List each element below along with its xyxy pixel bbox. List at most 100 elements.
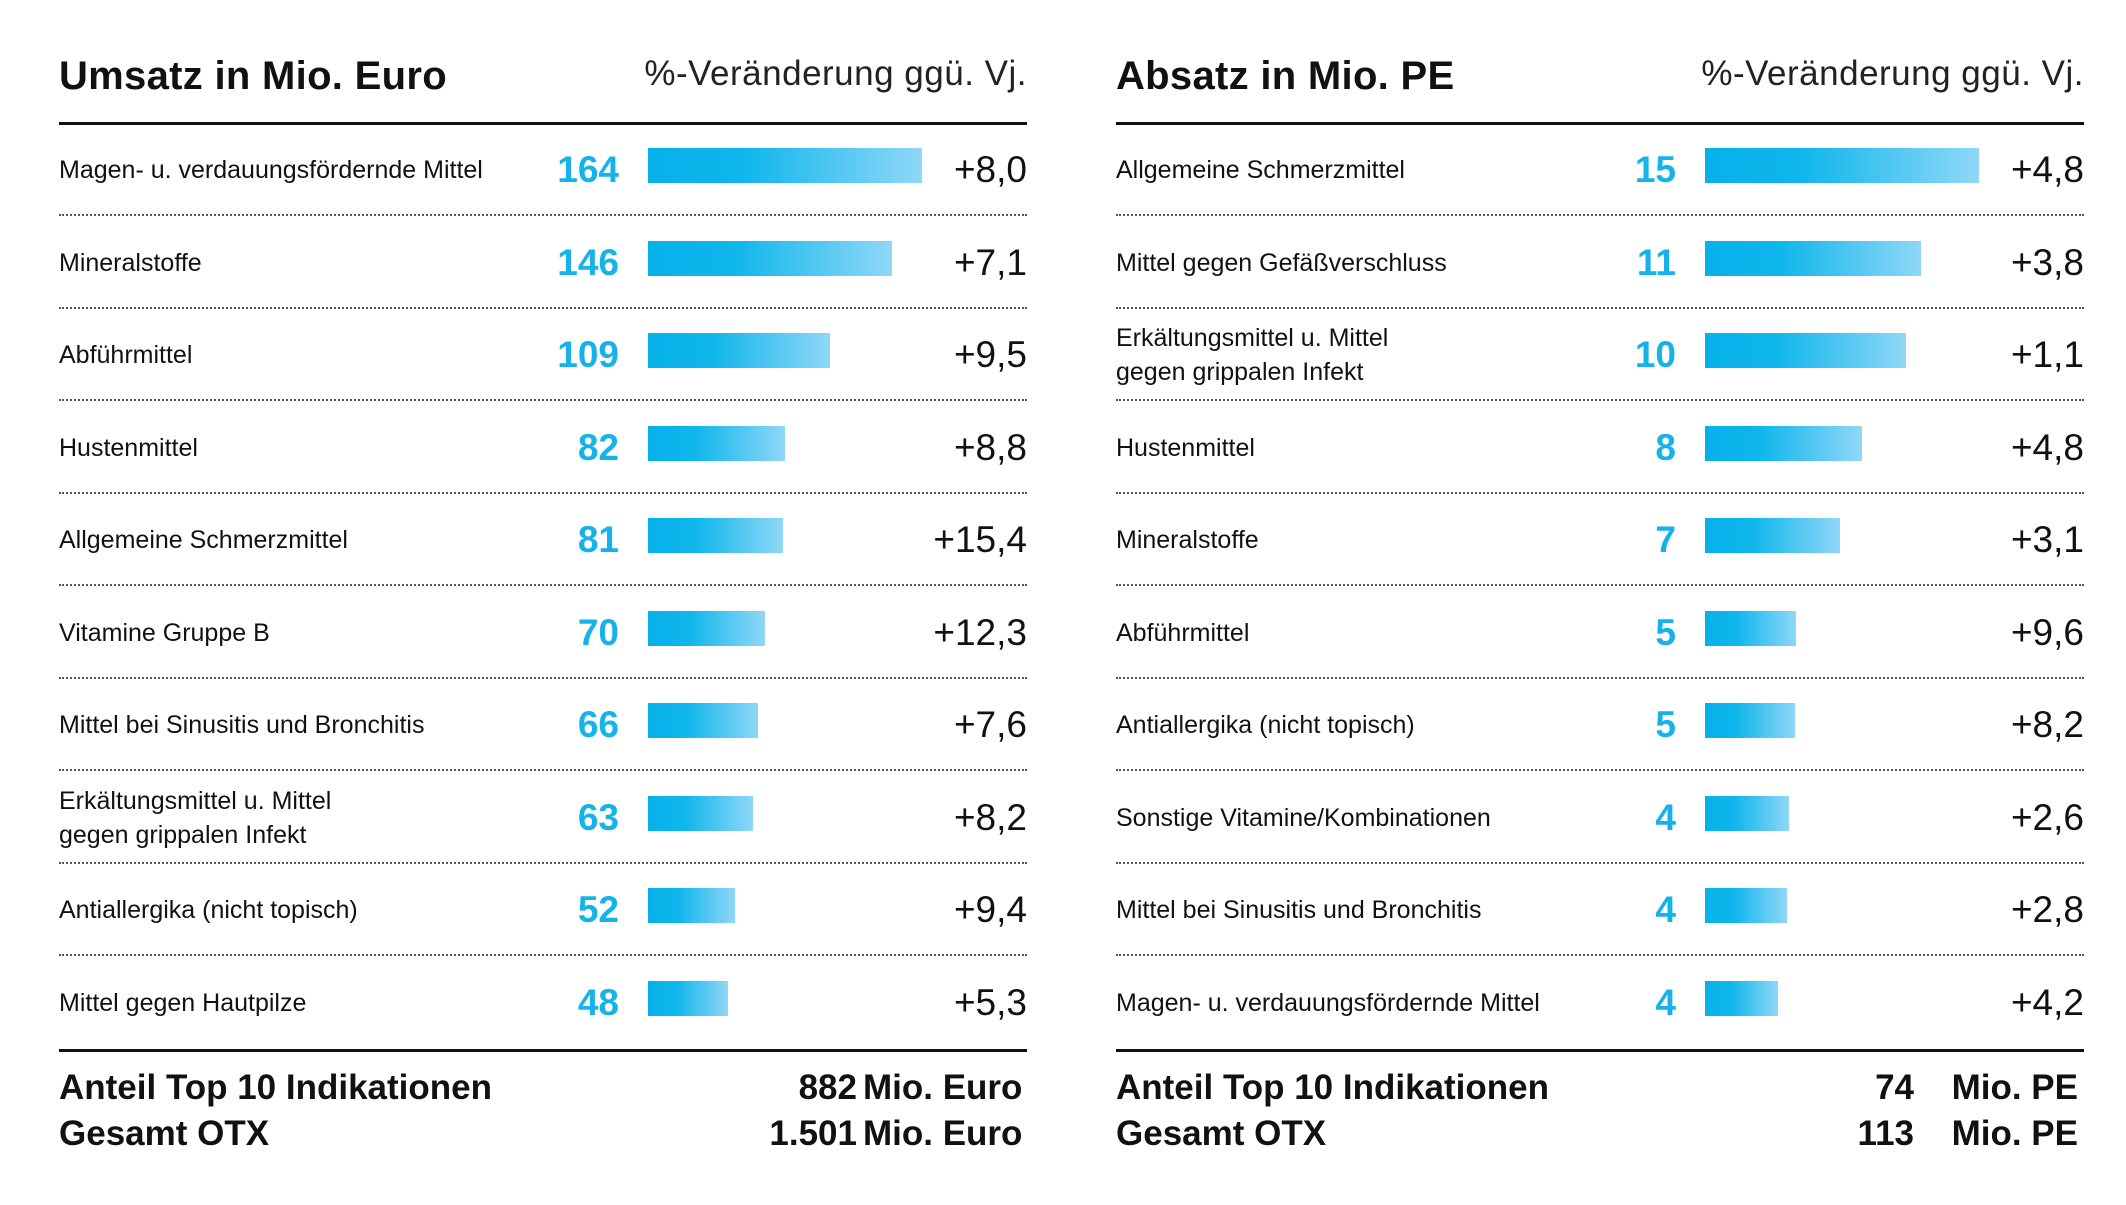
value-label: 82 xyxy=(577,426,619,468)
value-label: 4 xyxy=(1655,889,1676,930)
bar xyxy=(648,333,830,368)
category-label: Antiallergika (nicht topisch) xyxy=(1116,711,1415,739)
chart-subtitle: %-Veränderung ggü. Vj. xyxy=(1701,54,2084,93)
value-label: 66 xyxy=(577,704,619,745)
bar-row: Vitamine Gruppe B 70 +12,3 xyxy=(59,587,1027,679)
category-label: Mittel gegen Gefäßverschluss xyxy=(1116,248,1447,277)
bar-row: Antiallergika (nicht topisch) 5 +8,2 xyxy=(1116,679,2084,771)
category-label: Erkältungsmittel u. Mittel gegen grippal… xyxy=(1116,324,1389,386)
footer-top10: Anteil Top 10 Indikationen 882 Mio. Euro xyxy=(59,1068,1027,1112)
bottom-rule xyxy=(1116,1049,2084,1052)
category-label: Abführmittel xyxy=(59,341,193,369)
footer-top10: Anteil Top 10 Indikationen 74 Mio. PE xyxy=(1116,1068,2084,1112)
value-label: 164 xyxy=(557,149,619,190)
value-label: 7 xyxy=(1655,519,1676,560)
category-label: Mineralstoffe xyxy=(59,248,202,277)
bar xyxy=(1705,518,1840,553)
bar-row: Sonstige Vitamine/Kombinationen 4 +2,6 xyxy=(1116,772,2084,864)
bar xyxy=(648,888,735,923)
bar-row: Erkältungsmittel u. Mittel gegen grippal… xyxy=(59,772,1027,864)
change-label: +3,8 xyxy=(2010,241,2084,283)
row-divider xyxy=(1116,954,2084,956)
bar-row: Hustenmittel 82 +8,8 xyxy=(59,402,1027,494)
bar xyxy=(1705,795,1789,831)
chart-title: Absatz in Mio. PE xyxy=(1116,54,1455,98)
row-divider xyxy=(59,214,1027,216)
row-divider xyxy=(1116,399,2084,401)
row-divider xyxy=(59,676,1027,679)
value-label: 5 xyxy=(1655,704,1676,745)
change-label: +9,6 xyxy=(2010,611,2084,653)
bar xyxy=(648,795,753,831)
value-label: 52 xyxy=(577,889,619,930)
footer-unit: Mio. Euro xyxy=(863,1114,1023,1153)
bar-row: Mineralstoffe 146 +7,1 xyxy=(59,217,1027,309)
value-label: 11 xyxy=(1636,241,1676,283)
change-label: +8,0 xyxy=(953,149,1027,190)
top-rule xyxy=(59,122,1027,125)
footer-number: 882 xyxy=(798,1068,857,1107)
bar xyxy=(648,518,783,553)
bar xyxy=(648,980,728,1016)
bar-row: Mittel gegen Hautpilze 48 +5,3 xyxy=(59,957,1027,1049)
footer-number: 74 xyxy=(1875,1068,1914,1107)
footer-label: Gesamt OTX xyxy=(1116,1114,1327,1153)
bar-row: Mittel bei Sinusitis und Bronchitis 4 +2,8 xyxy=(1116,864,2084,956)
value-label: 8 xyxy=(1655,426,1676,468)
change-label: +5,3 xyxy=(953,981,1027,1023)
bar-row: Erkältungsmittel u. Mittel gegen grippal… xyxy=(1116,309,2084,401)
footer-number: 1.501 xyxy=(769,1114,857,1153)
category-label: Mittel bei Sinusitis und Bronchitis xyxy=(1116,896,1482,924)
bar-row: Mittel bei Sinusitis und Bronchitis 66 +7,… xyxy=(59,679,1027,771)
row-divider xyxy=(59,861,1027,864)
bar-row: Magen- u. verdauungsfördernde Mittel 4 +4,… xyxy=(1116,957,2084,1049)
change-label: +4,2 xyxy=(2010,981,2084,1023)
category-label: Mineralstoffe xyxy=(1116,526,1259,554)
bar-row: Abführmittel 5 +9,6 xyxy=(1116,587,2084,679)
change-label: +9,5 xyxy=(953,334,1027,375)
revenue-panel: Umsatz in Mio. Euro %-Veränderung ggü. V… xyxy=(59,0,1027,1205)
bar xyxy=(648,148,922,183)
row-divider xyxy=(59,954,1027,956)
bar xyxy=(648,425,785,461)
bar xyxy=(1705,240,1921,276)
value-label: 63 xyxy=(577,796,619,838)
value-label: 146 xyxy=(557,241,619,283)
row-divider xyxy=(59,769,1027,771)
category-label: Vitamine Gruppe B xyxy=(59,618,270,647)
change-label: +7,1 xyxy=(953,241,1027,283)
value-label: 10 xyxy=(1634,334,1676,375)
bar-row: Abführmittel 109 +9,5 xyxy=(59,309,1027,401)
sales-volume-panel: Absatz in Mio. PE %-Veränderung ggü. Vj.… xyxy=(1116,0,2084,1205)
category-label: Sonstige Vitamine/Kombinationen xyxy=(1116,803,1491,832)
footer-label: Anteil Top 10 Indikationen xyxy=(1116,1068,1549,1107)
category-label: Erkältungsmittel u. Mittel gegen grippal… xyxy=(59,786,332,849)
chart-title: Umsatz in Mio. Euro xyxy=(59,54,447,98)
category-label: Hustenmittel xyxy=(1116,433,1255,462)
footer-total: Gesamt OTX 1.501 Mio. Euro xyxy=(59,1114,1027,1158)
footer-unit: Mio. PE xyxy=(1951,1114,2078,1153)
change-label: +15,4 xyxy=(933,519,1027,560)
bar xyxy=(648,703,758,738)
value-label: 15 xyxy=(1634,149,1676,190)
category-label: Allgemeine Schmerzmittel xyxy=(1116,156,1405,184)
bar xyxy=(648,610,765,646)
footer-number: 113 xyxy=(1857,1114,1914,1153)
value-label: 4 xyxy=(1655,981,1676,1023)
change-label: +8,8 xyxy=(953,426,1027,468)
top-rule xyxy=(1116,122,2084,125)
bar-row: Mineralstoffe 7 +3,1 xyxy=(1116,494,2084,586)
change-label: +12,3 xyxy=(933,611,1027,653)
change-label: +4,8 xyxy=(2010,149,2084,190)
change-label: +1,1 xyxy=(2010,334,2084,375)
change-label: +7,6 xyxy=(953,704,1027,745)
row-divider xyxy=(1116,306,2084,309)
chart-subtitle: %-Veränderung ggü. Vj. xyxy=(644,54,1027,93)
value-label: 109 xyxy=(557,334,619,375)
category-label: Magen- u. verdauungsfördernde Mittel xyxy=(59,156,483,184)
row-divider xyxy=(1116,676,2084,679)
bar xyxy=(1705,703,1795,738)
change-label: +9,4 xyxy=(953,889,1027,930)
bar-row: Allgemeine Schmerzmittel 81 +15,4 xyxy=(59,494,1027,586)
change-label: +8,2 xyxy=(2010,704,2084,745)
